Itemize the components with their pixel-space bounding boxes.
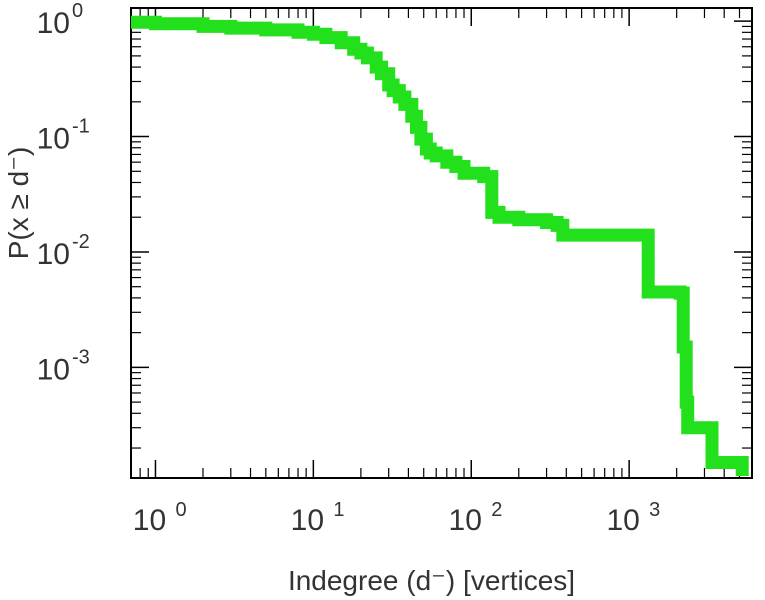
- x-tick-exponent: 3: [649, 499, 660, 521]
- x-axis-label: Indegree (d⁻) [vertices]: [288, 565, 575, 596]
- x-tick-labels: 10 0 10 1 10 2 10 3: [133, 499, 660, 537]
- x-tick-exponent: 1: [333, 499, 344, 521]
- x-tick-label: 10: [133, 504, 166, 537]
- x-tick-label: 10: [606, 504, 639, 537]
- y-tick-label: 10: [37, 353, 70, 386]
- y-tick-exponent: 0: [72, 0, 83, 22]
- x-tick-label: 10: [291, 504, 324, 537]
- plot-frame: [130, 7, 753, 479]
- series-line: [131, 15, 749, 476]
- y-tick-exponent: -3: [72, 346, 90, 368]
- y-tick-label: 10: [37, 238, 70, 271]
- x-tick-exponent: 0: [175, 499, 186, 521]
- y-tick-exponent: -1: [72, 116, 90, 138]
- y-tick-label: 10: [37, 7, 70, 40]
- y-tick-exponent: -2: [72, 231, 90, 253]
- major-ticks: [131, 8, 752, 478]
- x-tick-label: 10: [449, 504, 482, 537]
- x-tick-exponent: 2: [491, 499, 502, 521]
- y-axis-label: P(x ≥ d⁻): [3, 147, 34, 260]
- minor-ticks: [130, 8, 753, 478]
- y-tick-label: 10: [37, 123, 70, 156]
